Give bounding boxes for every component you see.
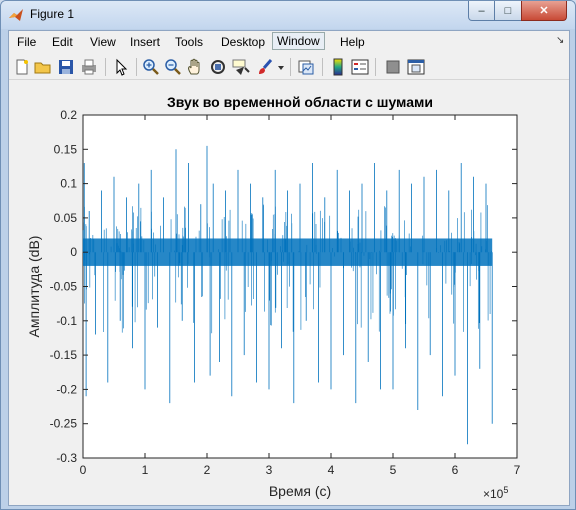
legend-icon[interactable] <box>351 58 369 76</box>
menu-file[interactable]: File <box>17 35 37 49</box>
x-tick-label: 5 <box>390 463 397 477</box>
axes-ticks: 0 1 2 3 4 5 6 7 0.2 0.15 0.1 0.05 0 -0.05 -0.1 -0.15 -0.… <box>50 108 521 477</box>
y-axis-label: Амплитуда (dB) <box>26 236 42 338</box>
y-tick-label: -0.15 <box>50 348 78 362</box>
y-tick-label: 0.1 <box>60 177 77 191</box>
toolbar-separator <box>322 58 323 76</box>
menu-tools[interactable]: Tools <box>175 35 204 49</box>
y-tick-label: -0.2 <box>56 382 77 396</box>
close-button[interactable]: ✕ <box>521 1 567 21</box>
link-plot-icon[interactable] <box>297 58 315 76</box>
maximize-button[interactable]: □ <box>494 1 522 21</box>
matlab-icon <box>9 9 23 21</box>
menu-window[interactable]: Window <box>272 32 325 50</box>
x-tick-label: 0 <box>80 463 87 477</box>
toolbar-separator <box>136 58 137 76</box>
x-tick-label: 4 <box>328 463 335 477</box>
minimize-button[interactable]: – <box>468 1 495 21</box>
pan-icon[interactable] <box>186 58 204 76</box>
toolbar-separator <box>105 58 106 76</box>
menu-edit[interactable]: Edit <box>52 35 73 49</box>
show-plot-tools-icon[interactable] <box>407 58 425 76</box>
figure-client-area: File Edit View Insert Tools Desktop Wind… <box>8 30 570 506</box>
menu-help[interactable]: Help <box>340 35 365 49</box>
open-folder-icon[interactable] <box>34 58 52 76</box>
axes-background[interactable] <box>82 114 518 459</box>
y-tick-label: -0.05 <box>50 280 78 294</box>
y-tick-label: -0.3 <box>56 451 77 465</box>
x-tick-label: 2 <box>204 463 211 477</box>
pointer-icon[interactable] <box>112 58 130 76</box>
figure-canvas[interactable]: 0 1 2 3 4 5 6 7 0.2 0.15 0.1 0.05 0 -0.05 -0.1 -0.15 -0.… <box>9 31 569 505</box>
title-bar[interactable]: Figure 1 – □ ✕ <box>1 1 575 29</box>
dock-arrow-icon[interactable]: ↘ <box>556 35 565 46</box>
y-tick-label: 0.2 <box>60 108 77 122</box>
zoom-out-icon[interactable] <box>164 58 182 76</box>
series-layer <box>83 145 493 445</box>
x-exponent-label: ×105 <box>483 485 508 501</box>
new-figure-icon[interactable] <box>13 58 31 76</box>
chart-title: Звук во временной области с шумами <box>167 94 433 110</box>
menu-insert[interactable]: Insert <box>130 35 161 49</box>
menu-view[interactable]: View <box>90 35 116 49</box>
brush-dropdown-icon[interactable] <box>277 58 285 76</box>
save-icon[interactable] <box>57 58 75 76</box>
toolbar-separator <box>375 58 376 76</box>
y-tick-label: -0.1 <box>56 314 77 328</box>
window-title: Figure 1 <box>30 7 75 21</box>
figure-toolbar <box>9 55 569 80</box>
brush-icon[interactable] <box>256 58 274 76</box>
x-tick-label: 6 <box>452 463 459 477</box>
y-tick-label: 0.05 <box>54 211 78 225</box>
y-tick-label: 0 <box>70 245 77 259</box>
y-tick-label: -0.25 <box>50 417 78 431</box>
menu-bar: File Edit View Insert Tools Desktop Wind… <box>9 31 569 53</box>
data-cursor-icon[interactable] <box>232 58 250 76</box>
zoom-in-icon[interactable] <box>142 58 160 76</box>
rotate-3d-icon[interactable] <box>209 58 227 76</box>
x-tick-label: 3 <box>266 463 273 477</box>
y-tick-label: 0.15 <box>54 142 78 156</box>
menu-desktop[interactable]: Desktop <box>221 35 266 49</box>
toolbar-separator <box>290 58 291 76</box>
hide-plot-tools-icon[interactable] <box>384 58 402 76</box>
colorbar-icon[interactable] <box>329 58 347 76</box>
x-axis-label: Время (с) <box>269 483 331 499</box>
x-tick-label: 7 <box>514 463 521 477</box>
print-icon[interactable] <box>80 58 98 76</box>
x-tick-label: 1 <box>142 463 149 477</box>
